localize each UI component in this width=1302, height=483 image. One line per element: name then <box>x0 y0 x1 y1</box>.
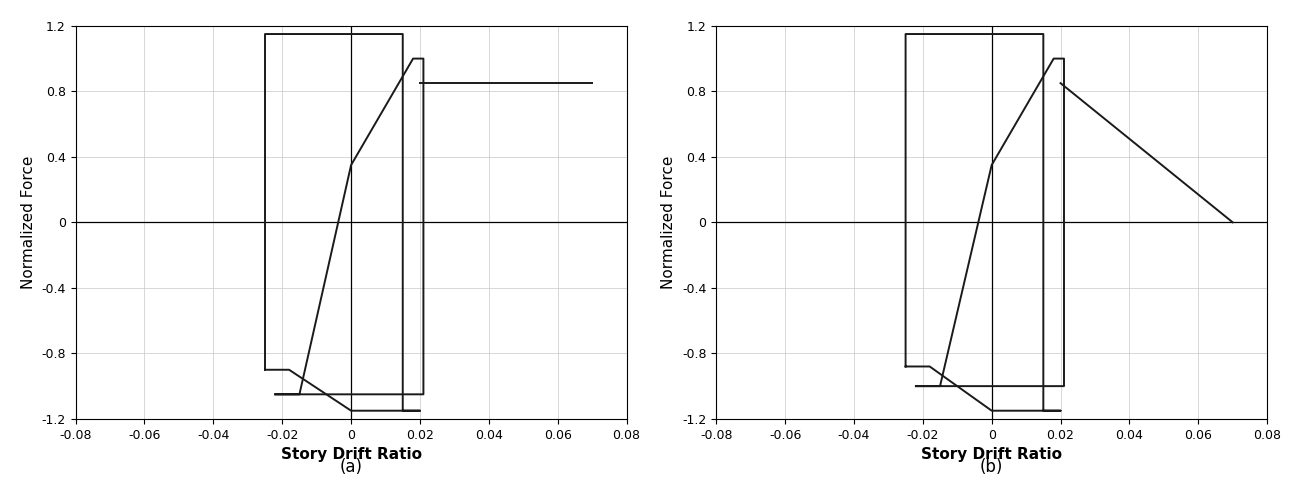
X-axis label: Story Drift Ratio: Story Drift Ratio <box>281 447 422 462</box>
X-axis label: Story Drift Ratio: Story Drift Ratio <box>922 447 1062 462</box>
Text: (b): (b) <box>980 457 1004 476</box>
Y-axis label: Normalized Force: Normalized Force <box>21 156 36 289</box>
Y-axis label: Normalized Force: Normalized Force <box>661 156 677 289</box>
Text: (a): (a) <box>340 457 362 476</box>
